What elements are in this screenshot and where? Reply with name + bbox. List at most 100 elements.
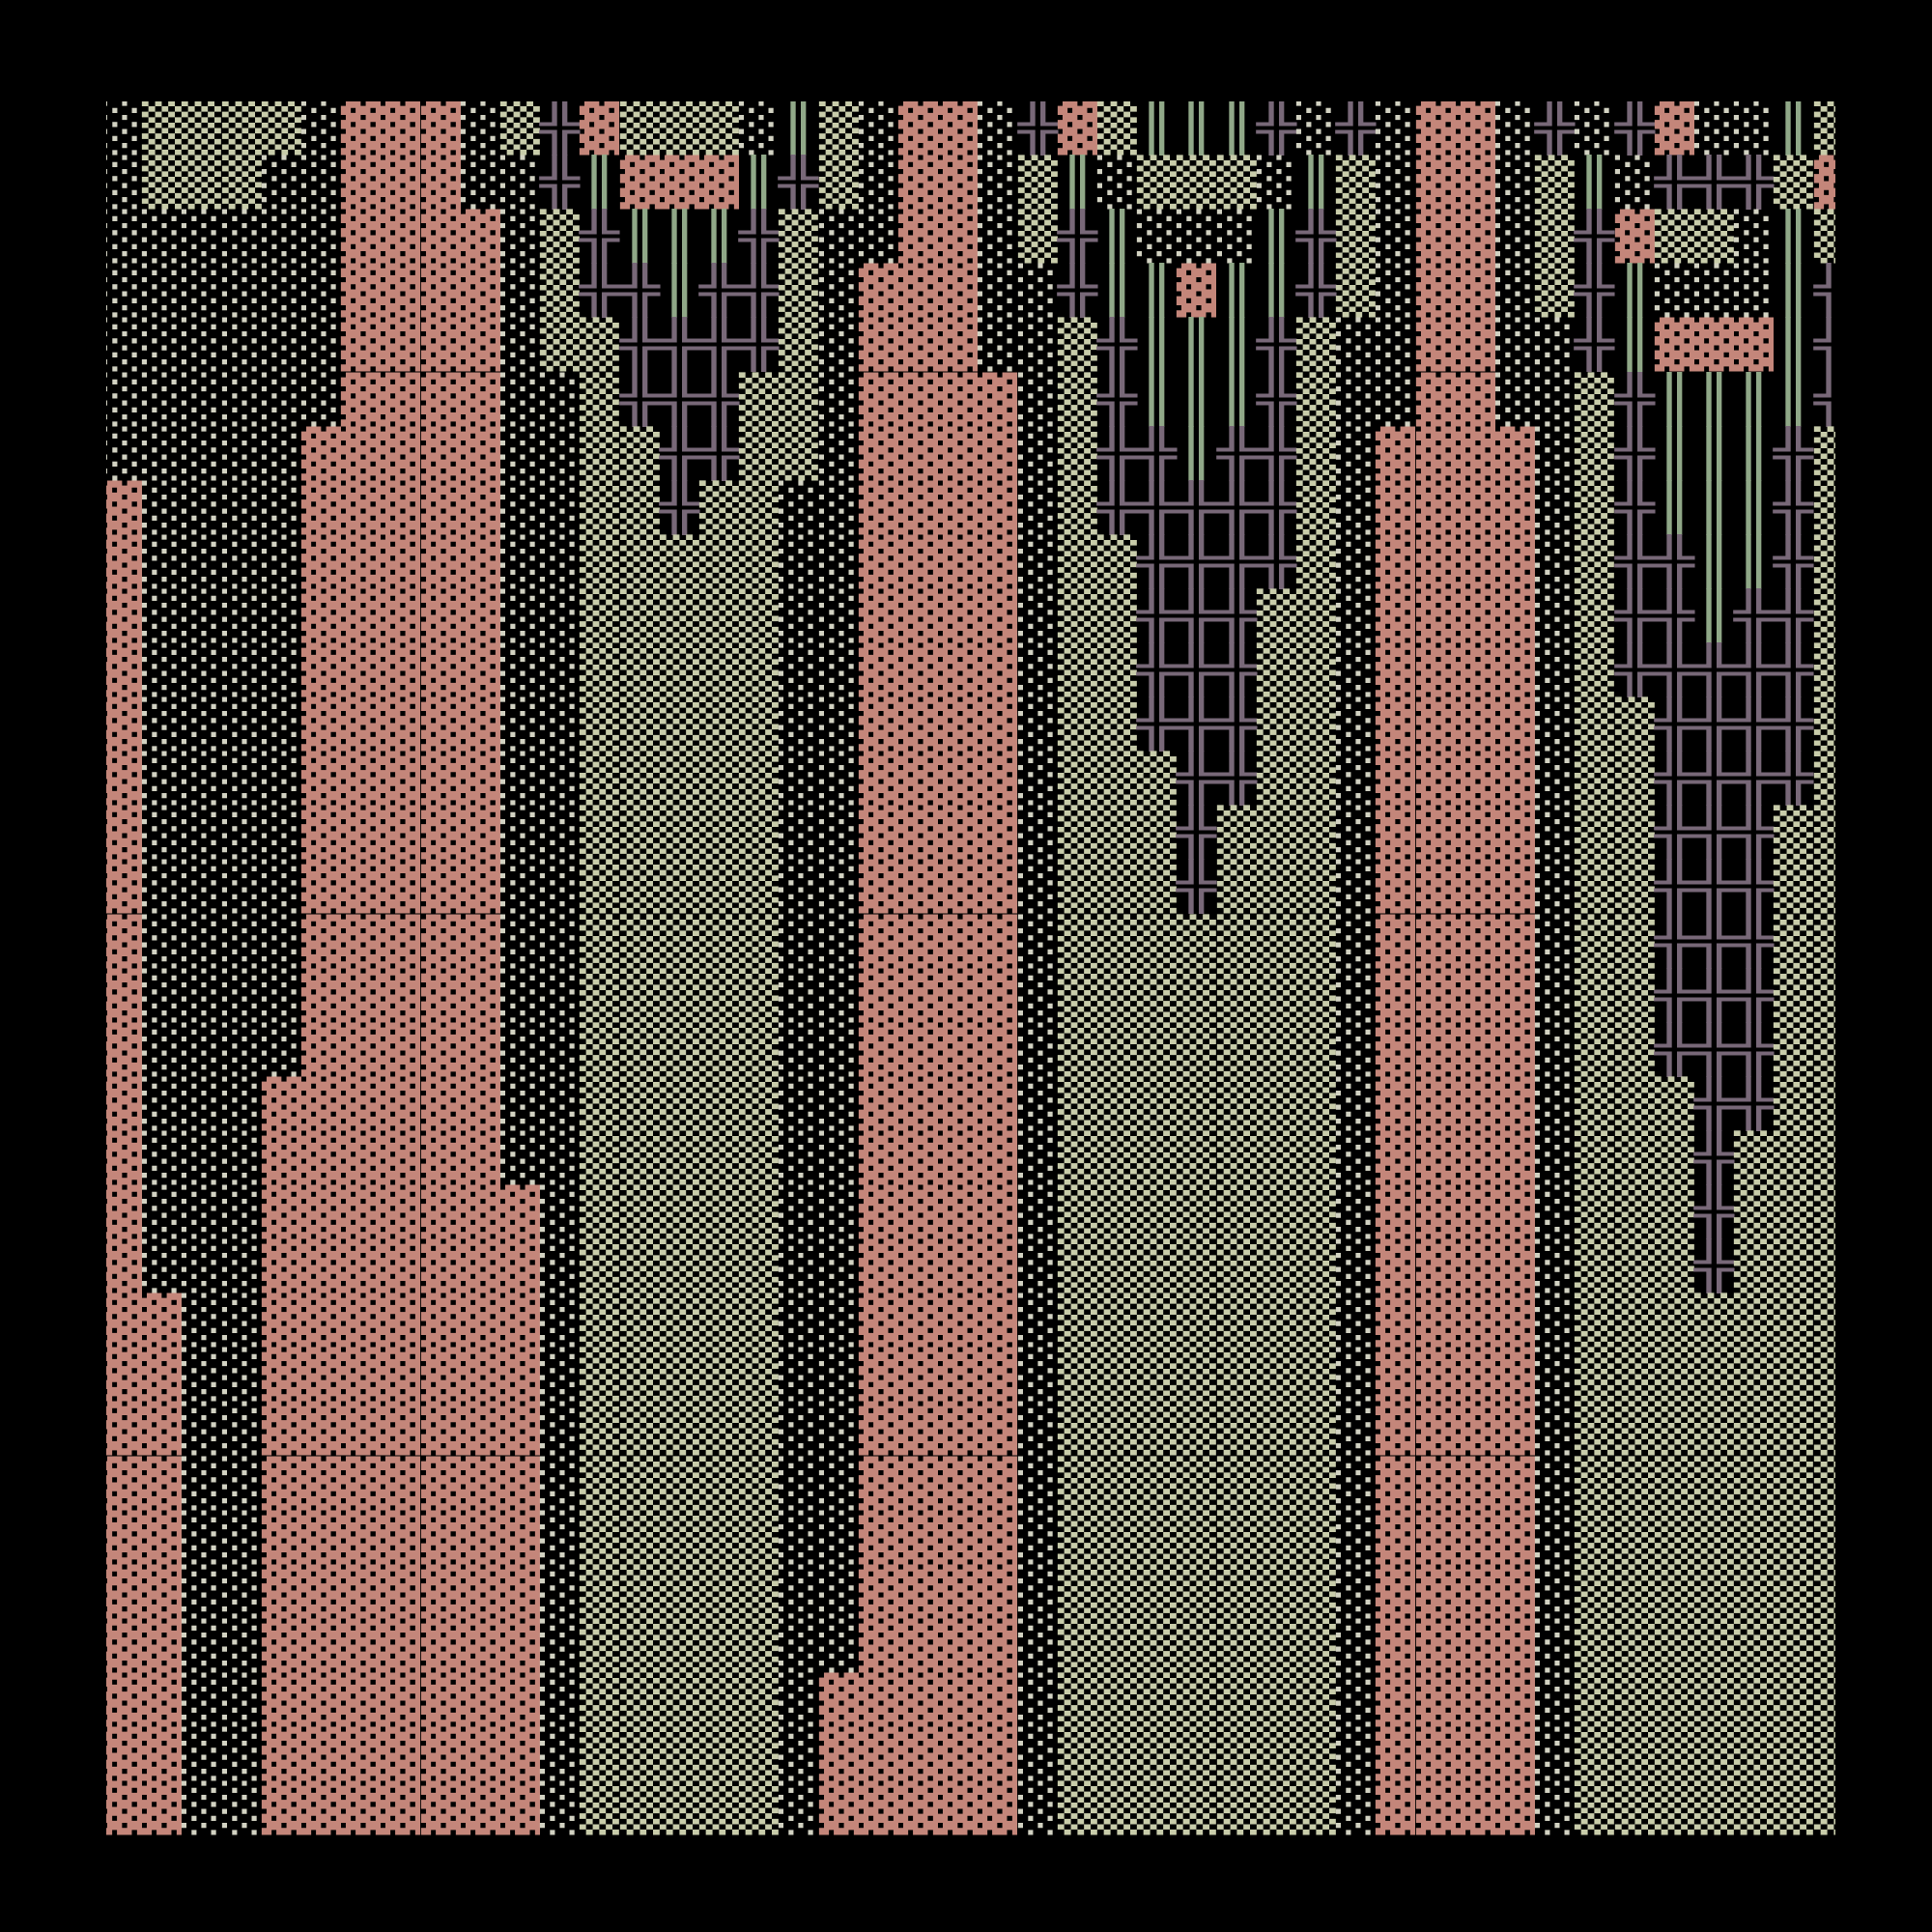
light-shade-glyph: ░: [779, 588, 819, 643]
dark-shade-glyph: ▓: [420, 426, 461, 481]
light-shade-glyph: ░: [182, 426, 222, 481]
dark-shade-glyph: ▓: [381, 1510, 421, 1565]
dark-shade-glyph: ▓: [341, 697, 382, 753]
medium-shade-glyph: ▒: [739, 914, 780, 969]
light-shade-glyph: ░: [1336, 1402, 1377, 1457]
double-cross-glyph: ╬: [1774, 752, 1814, 807]
medium-shade-glyph: ▒: [1575, 1456, 1615, 1511]
dark-shade-glyph: ▓: [858, 1727, 898, 1781]
dark-shade-glyph: ▓: [1494, 860, 1536, 915]
double-cross-glyph: ╬: [540, 156, 581, 211]
dark-shade-glyph: ▓: [978, 372, 1018, 427]
medium-shade-glyph: ▒: [739, 1402, 780, 1457]
medium-shade-glyph: ▒: [1814, 1131, 1835, 1185]
medium-shade-glyph: ▒: [1614, 1618, 1655, 1673]
double-cross-glyph: ╬: [1814, 318, 1835, 372]
dark-shade-glyph: ▓: [381, 968, 421, 1023]
double-cross-glyph: ╬: [1216, 643, 1257, 697]
dark-shade-glyph: ▓: [1494, 806, 1536, 861]
light-shade-glyph: ░: [300, 210, 342, 265]
dark-shade-glyph: ▓: [938, 264, 979, 319]
dark-shade-glyph: ▓: [341, 1456, 382, 1511]
dark-shade-glyph: ▓: [341, 534, 382, 589]
double-vertical-glyph: ║: [1295, 156, 1337, 211]
light-shade-glyph: ░: [1535, 697, 1576, 753]
light-shade-glyph: ░: [818, 1510, 859, 1565]
medium-shade-glyph: ▒: [1137, 1402, 1178, 1457]
dark-shade-glyph: ▓: [142, 1456, 183, 1511]
medium-shade-glyph: ▒: [1096, 1022, 1138, 1077]
dark-shade-glyph: ▓: [1494, 697, 1536, 753]
light-shade-glyph: ░: [818, 1130, 859, 1185]
dark-shade-glyph: ▓: [261, 1239, 301, 1294]
dark-shade-glyph: ▓: [300, 752, 342, 807]
double-cross-glyph: ╬: [1654, 968, 1694, 1023]
dark-shade-glyph: ▓: [381, 156, 421, 211]
dark-shade-glyph: ▓: [300, 914, 342, 969]
light-shade-glyph: ░: [221, 806, 262, 861]
medium-shade-glyph: ▒: [1734, 1185, 1775, 1239]
dark-shade-glyph: ▓: [897, 968, 939, 1023]
dark-shade-glyph: ▓: [142, 1727, 183, 1781]
medium-shade-glyph: ▒: [739, 1510, 780, 1565]
light-shade-glyph: ░: [261, 156, 301, 211]
medium-shade-glyph: ▒: [580, 1727, 620, 1781]
medium-shade-glyph: ▒: [739, 643, 780, 697]
light-shade-glyph: ░: [540, 1510, 581, 1565]
medium-shade-glyph: ▒: [1295, 914, 1337, 969]
light-shade-glyph: ░: [540, 860, 581, 915]
medium-shade-glyph: ▒: [1295, 1022, 1337, 1077]
dark-shade-glyph: ▓: [499, 1564, 541, 1619]
dark-shade-glyph: ▓: [1614, 210, 1655, 265]
medium-shade-glyph: ▒: [1575, 1618, 1615, 1673]
dark-shade-glyph: ▓: [1455, 806, 1495, 861]
light-shade-glyph: ░: [1614, 156, 1655, 211]
dark-shade-glyph: ▓: [381, 1672, 421, 1727]
medium-shade-glyph: ▒: [1614, 1348, 1655, 1403]
medium-shade-glyph: ▒: [698, 588, 740, 643]
dark-shade-glyph: ▓: [300, 1672, 342, 1727]
light-shade-glyph: ░: [261, 860, 301, 915]
medium-shade-glyph: ▒: [1256, 697, 1296, 753]
light-shade-glyph: ░: [1535, 1402, 1576, 1457]
dark-shade-glyph: ▓: [978, 588, 1018, 643]
double-vertical-glyph: ║: [1256, 264, 1296, 319]
medium-shade-glyph: ▒: [1096, 1456, 1138, 1511]
double-vertical-glyph: ║: [1774, 372, 1814, 427]
dark-shade-glyph: ▓: [938, 534, 979, 589]
medium-shade-glyph: ▒: [580, 1402, 620, 1457]
light-shade-glyph: ░: [818, 1618, 859, 1673]
dark-shade-glyph: ▓: [460, 264, 500, 319]
light-shade-glyph: ░: [1017, 480, 1058, 535]
dark-shade-glyph: ▓: [460, 372, 500, 427]
dark-shade-glyph: ▓: [938, 1130, 979, 1185]
medium-shade-glyph: ▒: [1216, 1781, 1257, 1835]
dark-shade-glyph: ▓: [1376, 968, 1416, 1023]
dark-shade-glyph: ▓: [300, 1456, 342, 1511]
light-shade-glyph: ░: [1376, 101, 1416, 156]
light-shade-glyph: ░: [540, 968, 581, 1023]
medium-shade-glyph: ▒: [1814, 969, 1835, 1023]
light-shade-glyph: ░: [142, 318, 183, 373]
dark-shade-glyph: ▓: [978, 1727, 1018, 1781]
medium-shade-glyph: ▒: [698, 643, 740, 697]
medium-shade-glyph: ▒: [1575, 1564, 1615, 1619]
dark-shade-glyph: ▓: [1455, 968, 1495, 1023]
double-cross-glyph: ╬: [1734, 752, 1775, 807]
medium-shade-glyph: ▒: [1614, 860, 1655, 915]
dark-shade-glyph: ▓: [341, 1239, 382, 1294]
double-vertical-glyph: ║: [1096, 210, 1138, 265]
double-cross-glyph: ╬: [1734, 697, 1775, 753]
medium-shade-glyph: ▒: [1693, 1510, 1735, 1565]
light-shade-glyph: ░: [1376, 156, 1416, 211]
dark-shade-glyph: ▓: [106, 1510, 143, 1565]
dark-shade-glyph: ▓: [897, 588, 939, 643]
medium-shade-glyph: ▒: [659, 1672, 699, 1727]
medium-shade-glyph: ▒: [1575, 1076, 1615, 1131]
double-cross-glyph: ╬: [1734, 643, 1775, 697]
dark-shade-glyph: ▓: [1455, 1130, 1495, 1185]
dark-shade-glyph: ▓: [460, 1185, 500, 1239]
double-cross-glyph: ╬: [1654, 860, 1694, 915]
dark-shade-glyph: ▓: [858, 1672, 898, 1727]
dark-shade-glyph: ▓: [106, 643, 143, 697]
